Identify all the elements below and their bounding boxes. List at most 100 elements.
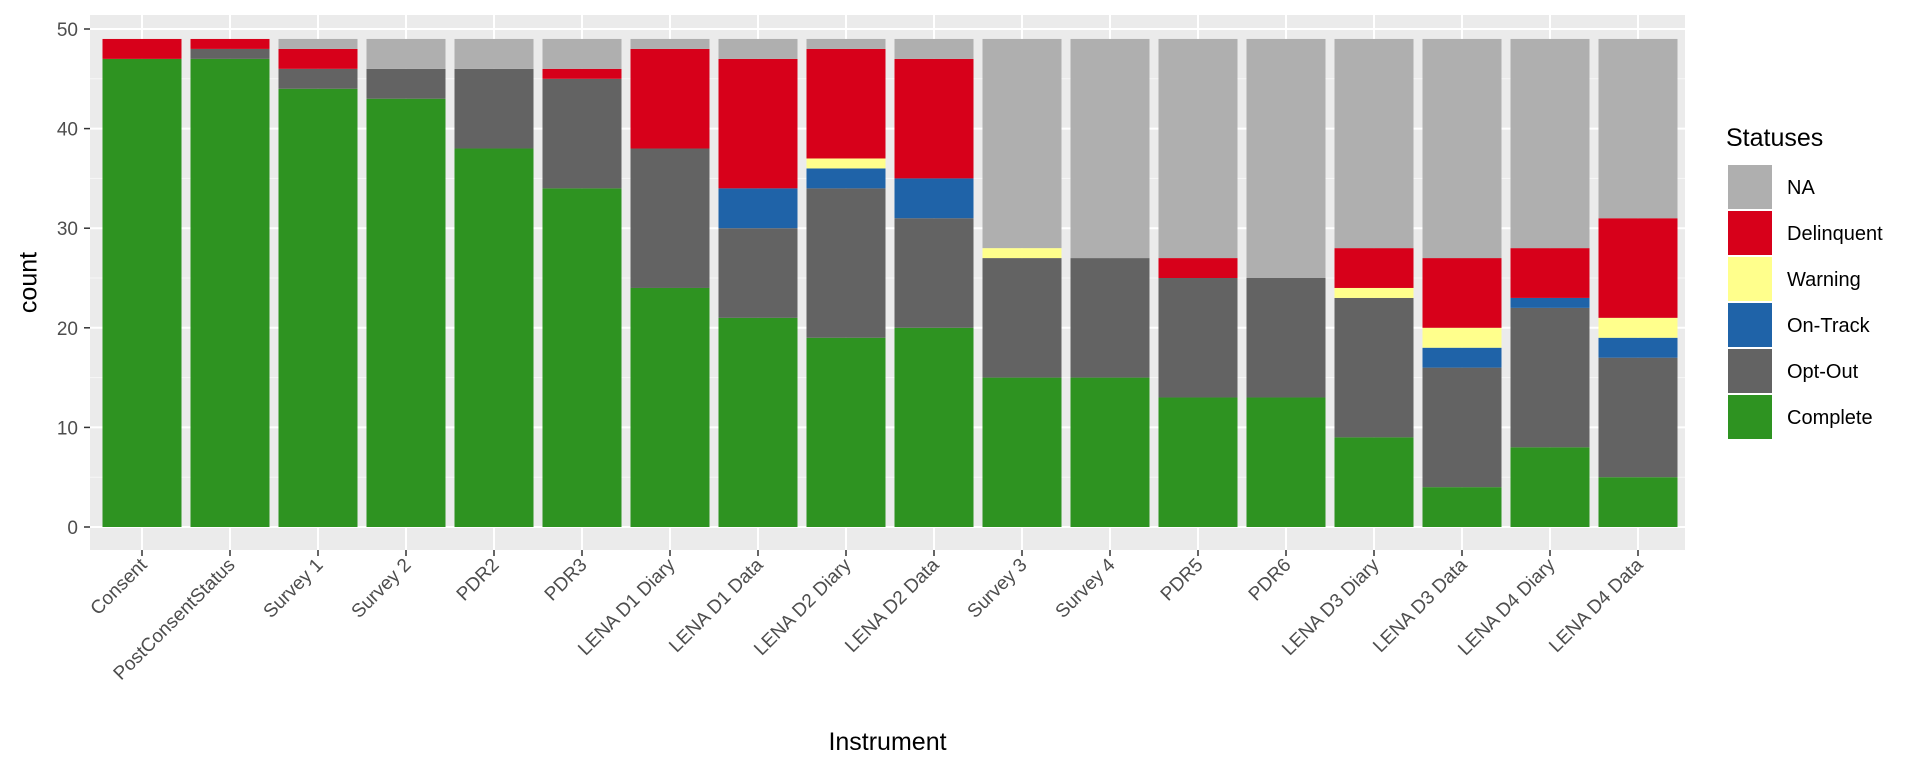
bar-segment bbox=[1422, 258, 1502, 328]
x-tick-label: LENA D2 Data bbox=[841, 554, 944, 657]
bar-segment bbox=[718, 58, 798, 189]
bar-segment bbox=[366, 68, 446, 99]
bar-segment bbox=[542, 38, 622, 69]
bar-segment bbox=[806, 337, 886, 527]
bar-segment bbox=[718, 188, 798, 229]
bar-segment bbox=[542, 188, 622, 528]
x-tick-label: PDR6 bbox=[1245, 555, 1296, 606]
legend-label: Warning bbox=[1787, 269, 1861, 291]
bar-segment bbox=[190, 48, 270, 59]
bar-segment bbox=[1334, 248, 1414, 288]
legend-label: Delinquent bbox=[1787, 223, 1883, 245]
legend-swatch bbox=[1728, 257, 1772, 301]
bar-segment bbox=[1598, 477, 1678, 527]
bar-segment bbox=[278, 68, 358, 89]
legend-swatch bbox=[1728, 395, 1772, 439]
x-tick-label: PDR3 bbox=[541, 555, 592, 606]
bar-segment bbox=[454, 38, 534, 69]
bar-segment bbox=[894, 38, 974, 59]
legend-label: Opt-Out bbox=[1787, 361, 1859, 383]
bar-segment bbox=[630, 148, 710, 288]
legend-label: On-Track bbox=[1787, 315, 1871, 337]
bar-segment bbox=[806, 48, 886, 159]
bar-segment bbox=[542, 68, 622, 79]
bar-segment bbox=[1598, 218, 1678, 318]
legend-label: NA bbox=[1787, 177, 1815, 199]
bar-segment bbox=[1334, 437, 1414, 527]
bar-segment bbox=[1070, 258, 1150, 378]
bar-segment bbox=[1422, 38, 1502, 259]
bars bbox=[102, 38, 1678, 528]
legend-label: Complete bbox=[1787, 407, 1873, 429]
bar-segment bbox=[1422, 487, 1502, 527]
y-tick-label: 0 bbox=[67, 518, 78, 539]
bar-segment bbox=[1510, 248, 1590, 298]
bar-segment bbox=[1422, 347, 1502, 368]
bar-segment bbox=[630, 48, 710, 149]
y-axis-title: count bbox=[15, 252, 43, 313]
bar-segment bbox=[1510, 307, 1590, 448]
bar-segment bbox=[1158, 397, 1238, 527]
y-tick-label: 30 bbox=[57, 219, 78, 240]
bar-segment bbox=[1158, 278, 1238, 398]
y-tick-label: 10 bbox=[57, 418, 78, 439]
x-tick-label: Survey 2 bbox=[348, 555, 416, 623]
legend-swatch bbox=[1728, 165, 1772, 209]
bar-segment bbox=[454, 148, 534, 527]
bar-segment bbox=[1598, 337, 1678, 358]
bar-segment bbox=[982, 377, 1062, 527]
bar-segment bbox=[1246, 38, 1326, 279]
bar-segment bbox=[1598, 357, 1678, 478]
bar-segment bbox=[894, 327, 974, 527]
bar-segment bbox=[102, 38, 182, 59]
bar-segment bbox=[1334, 287, 1414, 298]
legend-swatch bbox=[1728, 211, 1772, 255]
bar-segment bbox=[718, 38, 798, 59]
bar-segment bbox=[894, 218, 974, 328]
legend-swatch bbox=[1728, 349, 1772, 393]
legend: Statuses NA Delinquent Warning On-Track Opt-… bbox=[1726, 124, 1883, 439]
x-tick-label: PDR5 bbox=[1157, 555, 1208, 606]
bar-segment bbox=[1158, 258, 1238, 278]
x-tick-label: PDR2 bbox=[453, 555, 504, 606]
y-tick-label: 50 bbox=[57, 20, 78, 41]
bar-segment bbox=[102, 58, 182, 527]
bar-segment bbox=[806, 188, 886, 338]
bar-segment bbox=[278, 48, 358, 69]
legend-swatch bbox=[1728, 303, 1772, 347]
bar-segment bbox=[1070, 38, 1150, 259]
bar-segment bbox=[1598, 317, 1678, 338]
legend-title: Statuses bbox=[1726, 124, 1823, 152]
bar-segment bbox=[1158, 38, 1238, 259]
y-tick-label: 40 bbox=[57, 120, 78, 141]
bar-segment bbox=[718, 317, 798, 527]
bar-segment bbox=[1334, 297, 1414, 438]
bar-segment bbox=[630, 287, 710, 527]
x-axis-title: Instrument bbox=[828, 728, 946, 756]
bar-segment bbox=[1246, 278, 1326, 398]
bar-segment bbox=[982, 248, 1062, 259]
y-axis: 0 10 20 30 40 50 bbox=[57, 20, 90, 539]
x-tick-label: Survey 4 bbox=[1052, 554, 1120, 622]
bar-segment bbox=[1334, 38, 1414, 249]
bar-segment bbox=[982, 38, 1062, 249]
bar-segment bbox=[982, 258, 1062, 378]
bar-segment bbox=[1422, 327, 1502, 348]
bar-segment bbox=[894, 58, 974, 179]
bar-segment bbox=[1598, 38, 1678, 219]
x-tick-label: Consent bbox=[87, 554, 152, 619]
bar-segment bbox=[1070, 377, 1150, 527]
bar-segment bbox=[1510, 38, 1590, 249]
bar-segment bbox=[894, 178, 974, 219]
bar-segment bbox=[1422, 367, 1502, 488]
bar-segment bbox=[366, 38, 446, 69]
y-tick-label: 20 bbox=[57, 319, 78, 340]
bar-segment bbox=[278, 38, 358, 49]
bar-segment bbox=[718, 228, 798, 318]
bar-segment bbox=[190, 38, 270, 49]
x-tick-label: LENA D4 Data bbox=[1545, 554, 1648, 657]
bar-segment bbox=[190, 58, 270, 527]
x-tick-label: Survey 3 bbox=[964, 555, 1032, 623]
